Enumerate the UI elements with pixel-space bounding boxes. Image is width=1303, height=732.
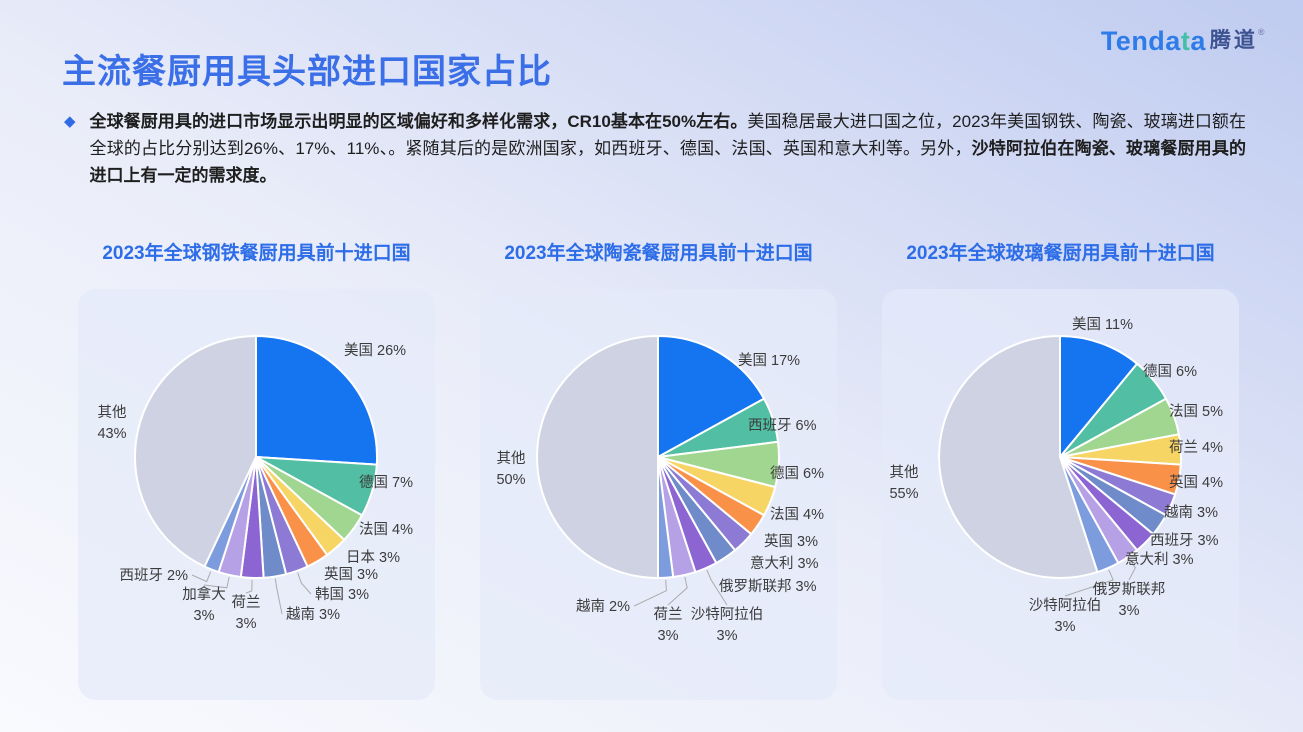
pie-label: 加拿大 <box>182 585 226 603</box>
pie-label: 美国 17% <box>738 352 800 369</box>
pie-slice <box>938 335 1099 579</box>
pie-label: 英国 4% <box>1169 473 1223 491</box>
intro-paragraph: ◆ 全球餐厨用具的进口市场显示出明显的区域偏好和多样化需求，CR10基本在50%… <box>64 108 1246 189</box>
pie-label: 美国 11% <box>1072 316 1133 333</box>
pie-label-value: 55% <box>889 486 918 502</box>
pie-label: 日本 3% <box>346 549 400 566</box>
pie-label: 美国 26% <box>344 342 406 359</box>
pie-label: 英国 3% <box>764 532 818 550</box>
pie-label-value: 50% <box>496 472 525 488</box>
leader-line <box>1128 558 1136 581</box>
pie-label: 其他 <box>497 450 526 467</box>
logo-wordmark-prefix: Tenda <box>1100 26 1181 56</box>
leader-line <box>1064 569 1114 597</box>
intro-bold-tail: 沙特阿拉伯在陶瓷、玻璃餐厨用具的进口上有一定的需求度。 <box>89 139 1247 185</box>
logo-cn-text: 腾道 <box>1209 29 1258 52</box>
pie-label: 荷兰 <box>654 606 683 623</box>
pie-label: 荷兰 <box>232 594 261 611</box>
chart-column-ceramic: 2023年全球陶瓷餐厨用具前十进口国 美国 17% 西班牙 6% 德国 6% 法国 4… <box>480 238 837 700</box>
pie-chart-card-ceramic: 美国 17% 西班牙 6% 德国 6% 法国 4% 英国 3% 意大利 3% 俄罗斯联邦 3… <box>480 289 837 700</box>
charts-row: 2023年全球钢铁餐厨用具前十进口国 美国 26% 德国 7% 法国 4% 日本 3%… <box>78 238 1239 700</box>
pie-label-value: 3% <box>1055 619 1076 635</box>
pie-label-value: 3% <box>194 608 215 624</box>
pie-label: 韩国 3% <box>315 586 369 603</box>
pie-slice <box>657 335 765 458</box>
pie-label: 意大利 3% <box>1125 550 1194 568</box>
chart-title-glass: 2023年全球玻璃餐厨用具前十进口国 <box>906 243 1215 264</box>
pie-label: 法国 5% <box>1169 403 1223 420</box>
page-title: 主流餐厨用具头部进口国家占比 <box>62 53 552 91</box>
intro-bold-lead: 全球餐厨用具的进口市场显示出明显的区域偏好和多样化需求，CR10基本在50%左右… <box>89 112 748 131</box>
pie-chart-steel: 美国 26% 德国 7% 法国 4% 日本 3%英国 3% 韩国 3% 越南 3% 荷兰 3%… <box>97 335 413 632</box>
pie-slice <box>255 335 379 466</box>
leader-line <box>667 576 688 606</box>
pie-label: 俄罗斯联邦 <box>1093 581 1166 598</box>
pie-label: 沙特阿拉伯 <box>691 606 764 623</box>
pie-label: 西班牙 2% <box>120 567 189 584</box>
pie-chart-ceramic: 美国 17% 西班牙 6% 德国 6% 法国 4% 英国 3% 意大利 3% 俄罗斯联邦 3… <box>496 335 824 644</box>
pie-label: 英国 3% <box>324 565 378 583</box>
registered-mark: ® <box>1257 27 1265 37</box>
pie-label-value: 3% <box>717 628 738 644</box>
pie-label-value: 43% <box>97 426 126 442</box>
pie-label-value: 3% <box>236 616 257 632</box>
pie-label: 西班牙 6% <box>748 417 817 434</box>
leader-line <box>633 579 667 607</box>
pie-label: 越南 2% <box>576 598 630 615</box>
logo-wordmark-suffix: a <box>1190 26 1206 56</box>
leader-line <box>191 571 212 583</box>
pie-label: 德国 6% <box>770 465 824 482</box>
pie-chart-card-glass: 美国 11% 德国 6% 法国 5% 荷兰 4% 英国 4% 越南 3% 西班牙 3% 意大利… <box>882 289 1239 700</box>
pie-label: 荷兰 4% <box>1169 439 1223 456</box>
leader-line <box>245 579 253 594</box>
chart-title-ceramic: 2023年全球陶瓷餐厨用具前十进口国 <box>504 243 813 264</box>
pie-label: 法国 4% <box>770 506 824 523</box>
pie-label: 其他 <box>98 404 127 421</box>
chart-column-glass: 2023年全球玻璃餐厨用具前十进口国 美国 11% 德国 6% 法国 5% 荷兰 4%… <box>882 238 1239 700</box>
diamond-bullet-icon: ◆ <box>64 113 76 130</box>
pie-label: 越南 3% <box>1164 504 1218 521</box>
leader-line <box>274 578 283 615</box>
pie-label: 其他 <box>890 464 919 481</box>
pie-slice <box>536 335 659 579</box>
pie-label: 越南 3% <box>286 606 340 623</box>
pie-label: 德国 7% <box>359 474 413 491</box>
logo-wordmark-accent: t <box>1180 26 1191 56</box>
intro-normal-mid: 美国稳居最大进口国之位，2023年美国钢铁、陶瓷、玻璃进口额在全球的占比分别达到… <box>89 112 1246 158</box>
logo-wordmark: Tendata <box>1101 26 1206 56</box>
pie-chart-card-steel: 美国 26% 德国 7% 法国 4% 日本 3% 英国 3% 韩国 3% 越南 3% 荷兰 3%… <box>78 289 435 700</box>
pie-label: 德国 6% <box>1143 363 1197 380</box>
chart-column-steel: 2023年全球钢铁餐厨用具前十进口国 美国 26% 德国 7% 法国 4% 日本 3%… <box>78 238 435 700</box>
pie-label-value: 3% <box>1119 603 1140 619</box>
leader-line <box>706 569 728 606</box>
leader-line <box>203 576 230 589</box>
pie-label: 沙特阿拉伯 <box>1029 597 1102 614</box>
brand-logo: Tendata 腾道 ® <box>1101 26 1265 56</box>
pie-label-value: 3% <box>658 628 679 644</box>
chart-title-steel: 2023年全球钢铁餐厨用具前十进口国 <box>102 243 411 264</box>
pie-chart-glass: 美国 11% 德国 6% 法国 5% 荷兰 4% 英国 4% 越南 3% 西班牙 3%意大利… <box>889 316 1223 635</box>
pie-slice <box>1059 335 1139 458</box>
pie-label: 法国 4% <box>359 521 413 538</box>
leader-line <box>297 572 312 595</box>
pie-slice <box>133 335 257 568</box>
pie-label: 俄罗斯联邦 3% <box>719 578 817 595</box>
intro-text: 全球餐厨用具的进口市场显示出明显的区域偏好和多样化需求，CR10基本在50%左右… <box>90 108 1246 189</box>
pie-label: 西班牙 3% <box>1150 532 1219 549</box>
pie-label: 意大利 3% <box>750 554 819 572</box>
